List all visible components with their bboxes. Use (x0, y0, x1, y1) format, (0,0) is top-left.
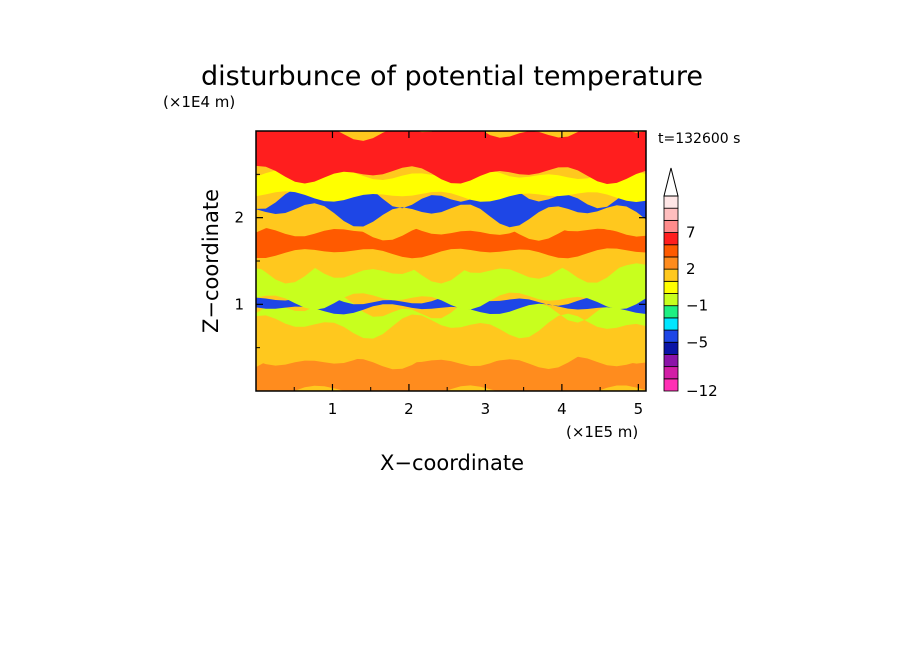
colorbar-swatch (663, 305, 679, 319)
x-axis-ticks: 1 2 3 4 5 (293, 131, 644, 418)
colorbar-swatch (663, 341, 679, 355)
colorbar: 7 2 −1 −5 −12 (663, 167, 718, 400)
x-tick-label: 1 (328, 400, 338, 418)
y-axis-label: Z−coordinate (199, 189, 223, 333)
colorbar-swatch (663, 232, 679, 246)
colorbar-extend-arrow (663, 167, 679, 197)
colorbar-label: −12 (686, 382, 718, 400)
x-tick-label: 5 (634, 400, 644, 418)
y-axis-ticks: 12 (234, 173, 646, 349)
colorbar-label: −5 (686, 333, 708, 351)
field-band (256, 260, 646, 310)
colorbar-swatch (663, 366, 679, 380)
y-tick-label: 2 (234, 209, 244, 227)
colorbar-swatch (663, 329, 679, 343)
colorbar-swatch (663, 207, 679, 221)
colorbar-swatch (663, 256, 679, 270)
colorbar-label: −1 (686, 297, 708, 315)
x-axis-label: X−coordinate (380, 451, 524, 475)
x-tick-label: 4 (557, 400, 567, 418)
colorbar-swatch (663, 293, 679, 307)
field-band (256, 168, 646, 202)
colorbar-swatch (663, 219, 679, 233)
chart-title: disturbunce of potential temperature (201, 61, 703, 92)
colorbar-swatch (663, 244, 679, 258)
y-scale-label: (×1E4 m) (163, 93, 235, 111)
x-tick-label: 2 (404, 400, 414, 418)
colorbar-swatch (663, 317, 679, 331)
colorbar-swatch (663, 195, 679, 209)
y-tick-label: 1 (234, 295, 244, 313)
contour-field (256, 131, 646, 391)
colorbar-swatch (663, 268, 679, 282)
field-band (256, 203, 646, 241)
colorbar-swatch (663, 280, 679, 294)
colorbar-label: 2 (686, 260, 696, 278)
time-label: t=132600 s (658, 131, 740, 147)
x-tick-label: 3 (481, 400, 491, 418)
colorbar-label: 7 (686, 224, 696, 242)
colorbar-swatch (663, 354, 679, 368)
colorbar-swatch (663, 378, 679, 392)
x-scale-label: (×1E5 m) (566, 423, 638, 441)
field-band (256, 131, 646, 184)
